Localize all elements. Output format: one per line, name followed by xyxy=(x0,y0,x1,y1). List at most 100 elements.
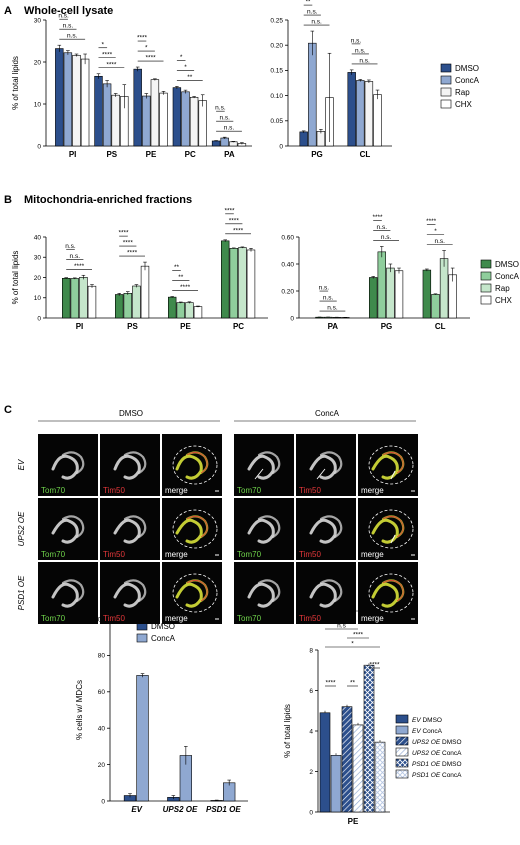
legend-label-dmso: DMSO xyxy=(495,260,519,269)
channel-label-tim50: Tim50 xyxy=(103,614,125,623)
bar-pg-dmso xyxy=(368,277,378,319)
micrograph-background xyxy=(296,434,356,496)
channel-label-merge: merge xyxy=(361,550,384,559)
channel-label-tim50: Tim50 xyxy=(299,550,321,559)
x-tick-label: PA xyxy=(224,150,235,159)
y-tick-label: 40 xyxy=(98,726,106,733)
mitochondria-signal xyxy=(309,454,337,480)
significance-label: n.s. xyxy=(355,47,366,54)
x-tick-label: PS xyxy=(106,150,117,159)
micrograph-ups2-oe-dmso-merge: merge xyxy=(162,498,222,560)
x-tick-label: PI xyxy=(69,150,77,159)
mitochondria-signal xyxy=(319,515,343,539)
micrograph-psd1-oe-conca-merge: merge xyxy=(358,562,418,624)
channel-label-tom70: Tom70 xyxy=(41,550,66,559)
significance-label: n.s. xyxy=(67,33,78,40)
bar-pa-dmso xyxy=(211,140,221,147)
bar-cl-dmso xyxy=(347,72,356,147)
bar-cl-dmso xyxy=(422,269,432,319)
x-tick-label: CL xyxy=(360,150,371,159)
bar-pe-rap xyxy=(185,302,194,319)
y-tick-label: 20 xyxy=(34,59,42,66)
significance-label: n.s. xyxy=(319,285,330,292)
x-tick-label: PG xyxy=(381,322,393,331)
bar-cl-conca xyxy=(431,294,440,319)
tim50-overlay xyxy=(186,579,208,602)
mitochondria-signal xyxy=(113,518,141,544)
significance-label: ** xyxy=(187,74,193,81)
bar-ev-conca xyxy=(136,675,149,802)
mdc-arrow xyxy=(390,534,396,544)
y-tick-label: 40 xyxy=(34,234,42,241)
panel-b-title: Mitochondria-enriched fractions xyxy=(24,194,192,206)
bar-pi-rap xyxy=(72,54,81,147)
y-tick-label: 100 xyxy=(94,616,105,623)
mitochondria-signal xyxy=(319,579,343,603)
x-tick-label: PI xyxy=(76,322,84,331)
bar-pi-rap xyxy=(79,276,88,319)
bar-pa-rap xyxy=(229,141,238,147)
mitochondria-signal xyxy=(113,454,141,480)
legend-swatch xyxy=(395,769,409,779)
y-tick-label: 0 xyxy=(101,798,105,805)
significance-label: ** xyxy=(174,264,180,271)
significance-label: n.s xyxy=(337,623,346,630)
y-tick-label: 20 xyxy=(98,762,106,769)
y-tick-label: 8 xyxy=(309,647,313,654)
legend-swatch-dmso xyxy=(480,259,492,269)
chart-b-right: 0 0.20 0.40 0.60 PA n.s. n.s. n.s. PG **** n.s. n.s… xyxy=(281,214,519,331)
significance-label: **** xyxy=(146,55,157,62)
micrograph-background xyxy=(296,498,356,560)
bar-pe-chx xyxy=(159,92,168,147)
tim50-overlay xyxy=(382,515,404,538)
significance-label: n.s. xyxy=(435,238,446,245)
mitochondria-signal xyxy=(61,451,85,475)
legend-swatch-conca xyxy=(440,75,452,85)
significance-label: * xyxy=(180,54,183,61)
micrograph-ev-dmso-tom70: Tom70 xyxy=(38,434,98,496)
mitochondria-signal xyxy=(371,518,399,544)
chart-d: 0 20 40 60 80 100 % cells w/ MDCs EV UPS2 OE PSD1… xyxy=(75,616,248,814)
legend-label: UPS2 OE DMSO xyxy=(412,739,462,746)
panel-letter-c: C xyxy=(4,404,12,416)
micrograph-psd1-oe-conca-tom70: Tom70 xyxy=(234,562,294,624)
bar-pi-dmso xyxy=(55,48,64,147)
micrograph-panel: DMSO ConcA EV Tom70 Tim50 merge Tom70 Tim50 merg… xyxy=(17,409,418,624)
channel-label-merge: merge xyxy=(361,486,384,495)
legend-swatch xyxy=(395,714,409,724)
row-label: UPS2 OE xyxy=(17,511,26,546)
micrograph-ups2-oe-conca-merge: merge xyxy=(358,498,418,560)
micrograph-background xyxy=(234,498,294,560)
significance-label: n.s. xyxy=(359,57,370,64)
bar-pc-dmso xyxy=(221,240,230,319)
bar-ps-dmso xyxy=(94,75,103,147)
bar-pc-rap xyxy=(238,247,247,319)
mitochondria-signal xyxy=(247,454,275,480)
significance-label: n.s. xyxy=(58,13,69,20)
cell-outline xyxy=(172,445,218,485)
mitochondria-signal xyxy=(371,582,399,608)
bar-psd1-oe-conca xyxy=(374,741,386,813)
y-axis-label: % of total lipids xyxy=(11,251,20,305)
significance-label: * xyxy=(145,45,148,52)
bar-pc-chx xyxy=(198,100,207,147)
bar-ps-chx xyxy=(140,265,150,319)
legend-label-rap: Rap xyxy=(495,284,510,293)
y-tick-label: 0 xyxy=(37,143,41,150)
mitochondria-signal xyxy=(247,582,275,608)
y-axis-label: % of total lipids xyxy=(283,704,292,758)
x-tick-label: PC xyxy=(233,322,244,331)
micrograph-ev-dmso-tim50: Tim50 xyxy=(100,434,160,496)
significance-label: **** xyxy=(372,214,383,221)
mdc-arrow xyxy=(390,470,396,480)
legend-swatch xyxy=(395,758,409,768)
channel-label-merge: merge xyxy=(165,550,188,559)
bar-pg-rap xyxy=(316,131,326,147)
y-tick-label: 0.15 xyxy=(270,68,283,75)
significance-label: ** xyxy=(305,0,311,6)
row-label: PSD1 OE xyxy=(17,575,26,610)
bar-pe-conca xyxy=(176,302,185,319)
micrograph-psd1-oe-dmso-merge: merge xyxy=(162,562,222,624)
